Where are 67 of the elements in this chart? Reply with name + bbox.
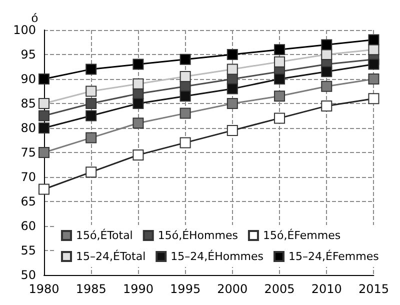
y-axis-title: ó bbox=[31, 11, 38, 25]
point bbox=[132, 149, 144, 160]
legend-label: 15–24,ÉTotal bbox=[76, 249, 146, 263]
point bbox=[321, 66, 332, 78]
point bbox=[132, 78, 144, 90]
y-tick-label: 55 bbox=[20, 244, 36, 258]
y-tick-label: 60 bbox=[20, 219, 36, 233]
point bbox=[38, 122, 50, 134]
point bbox=[180, 90, 191, 102]
point bbox=[86, 98, 97, 109]
x-tick-label: 1990 bbox=[122, 282, 154, 296]
point bbox=[274, 56, 286, 68]
point bbox=[180, 54, 191, 65]
point bbox=[321, 39, 332, 50]
y-tick-label: 70 bbox=[20, 170, 36, 184]
point bbox=[368, 93, 380, 104]
point bbox=[38, 110, 50, 122]
x-tick-label: 2010 bbox=[311, 282, 342, 296]
x-tick-label: 2000 bbox=[217, 282, 248, 296]
point bbox=[86, 110, 97, 122]
point bbox=[86, 86, 97, 97]
point bbox=[38, 98, 50, 109]
point bbox=[321, 80, 332, 92]
legend-label: 15–24,ÉHommes bbox=[170, 249, 264, 263]
x-tick-label: 1980 bbox=[28, 282, 60, 296]
point bbox=[321, 49, 332, 60]
legend-label: 15ó,ÉHommes bbox=[158, 228, 238, 242]
point bbox=[86, 64, 97, 75]
point bbox=[321, 100, 332, 112]
point bbox=[132, 118, 144, 129]
y-tick-label: 75 bbox=[20, 146, 36, 160]
point bbox=[180, 137, 191, 148]
legend-label: 15ó,ÉTotal bbox=[76, 228, 133, 242]
point bbox=[274, 74, 286, 84]
point bbox=[132, 58, 144, 70]
point bbox=[274, 44, 286, 56]
point bbox=[180, 108, 191, 119]
point bbox=[226, 124, 238, 136]
y-tick-label: 90 bbox=[20, 72, 36, 86]
point bbox=[38, 184, 50, 195]
y-tick-label: 100 bbox=[13, 23, 36, 37]
y-tick-label: 65 bbox=[20, 194, 36, 208]
point bbox=[86, 166, 97, 178]
point bbox=[226, 64, 238, 75]
point bbox=[274, 90, 286, 102]
point bbox=[226, 83, 238, 94]
point bbox=[38, 74, 50, 84]
point bbox=[274, 112, 286, 124]
point bbox=[132, 98, 144, 109]
point bbox=[226, 98, 238, 109]
y-tick-label: 50 bbox=[20, 268, 36, 282]
x-tick-label: 2015 bbox=[358, 282, 390, 296]
point bbox=[180, 71, 191, 82]
point bbox=[38, 147, 50, 158]
x-tick-label: 1985 bbox=[76, 282, 106, 296]
x-tick-label: 2005 bbox=[264, 282, 295, 296]
legend-label: 15ó,ÉFemmes bbox=[262, 228, 341, 242]
legend-label: 15–24,ÉFemmes bbox=[288, 249, 380, 263]
point bbox=[86, 132, 97, 144]
point bbox=[368, 74, 380, 84]
point bbox=[368, 34, 380, 46]
point bbox=[368, 58, 380, 70]
y-tick-label: 80 bbox=[20, 121, 36, 135]
point bbox=[226, 49, 238, 60]
x-tick-label: 1995 bbox=[170, 282, 201, 296]
y-tick-label: 95 bbox=[20, 48, 36, 62]
y-tick-label: 85 bbox=[20, 96, 36, 110]
